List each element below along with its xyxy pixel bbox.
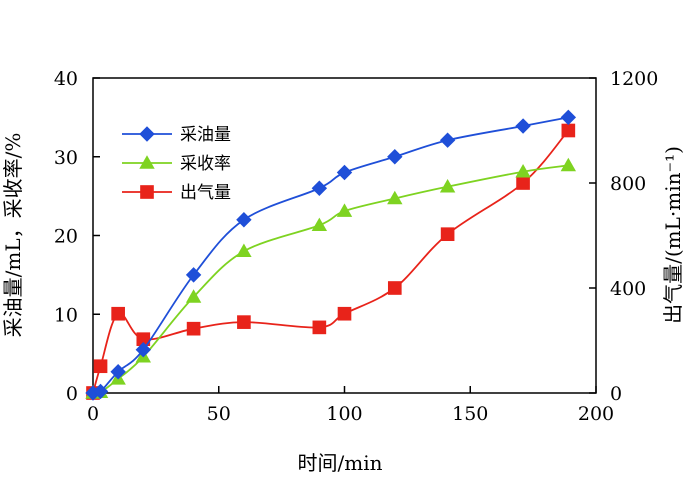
data-point — [337, 306, 352, 321]
y-left-tick-label: 0 — [66, 383, 78, 405]
legend-label: 出气量 — [180, 183, 231, 203]
series-line — [92, 116, 569, 395]
data-point — [560, 157, 577, 172]
y-right-tick-label: 400 — [610, 278, 646, 300]
legend-marker — [139, 126, 155, 142]
data-point — [440, 227, 455, 242]
data-point — [312, 320, 327, 335]
data-point — [515, 118, 531, 134]
data-point — [311, 180, 328, 196]
data-point — [336, 164, 353, 181]
series-line — [92, 129, 570, 394]
data-point — [387, 149, 403, 165]
series-0 — [85, 109, 577, 401]
legend-item: 采收率 — [122, 154, 231, 174]
data-point — [92, 383, 109, 400]
legend-item: 采油量 — [122, 125, 231, 145]
data-point — [135, 341, 152, 358]
data-point — [561, 123, 576, 138]
data-point — [186, 321, 201, 336]
data-point — [336, 203, 353, 217]
y-left-tick-label: 10 — [54, 304, 78, 326]
legend-marker — [139, 155, 155, 169]
series-2 — [86, 123, 576, 400]
legend-label: 采油量 — [180, 125, 231, 145]
x-tick-label: 50 — [207, 403, 231, 425]
series-1 — [85, 157, 577, 399]
y-right-tick-label: 1200 — [610, 68, 658, 90]
data-point — [311, 217, 328, 232]
y-left-tick-label: 40 — [54, 68, 78, 90]
legend-item: 出气量 — [122, 183, 231, 203]
data-point — [560, 109, 577, 126]
x-axis-title: 时间/min — [298, 451, 383, 475]
data-point — [236, 243, 252, 258]
data-point — [516, 176, 530, 190]
legend-label: 采收率 — [180, 154, 231, 174]
data-point — [236, 212, 252, 228]
data-point — [111, 306, 125, 321]
x-tick-label: 200 — [578, 403, 614, 425]
y-right-tick-label: 0 — [610, 383, 622, 405]
data-point — [515, 164, 531, 178]
data-point — [387, 190, 403, 205]
data-point — [185, 267, 202, 283]
x-tick-label: 150 — [452, 403, 488, 425]
y-right-tick-label: 800 — [610, 173, 646, 195]
y-right-axis-title: 出气量/(mL·min⁻¹) — [661, 146, 685, 324]
series-layer — [85, 109, 577, 401]
data-point — [439, 132, 456, 148]
y-left-tick-label: 20 — [54, 226, 78, 248]
data-point — [93, 359, 108, 374]
y-left-axis-title: 采油量/mL，采收率/% — [1, 133, 25, 338]
legend-marker — [140, 185, 154, 199]
x-tick-label: 0 — [87, 403, 99, 425]
series-line — [92, 164, 569, 395]
data-point — [185, 289, 202, 303]
data-point — [439, 178, 456, 193]
data-point — [110, 364, 126, 380]
x-tick-label: 100 — [326, 403, 362, 425]
y-left-tick-label: 30 — [54, 147, 78, 169]
data-point — [387, 281, 402, 295]
data-point — [237, 315, 251, 329]
data-point — [136, 332, 151, 347]
